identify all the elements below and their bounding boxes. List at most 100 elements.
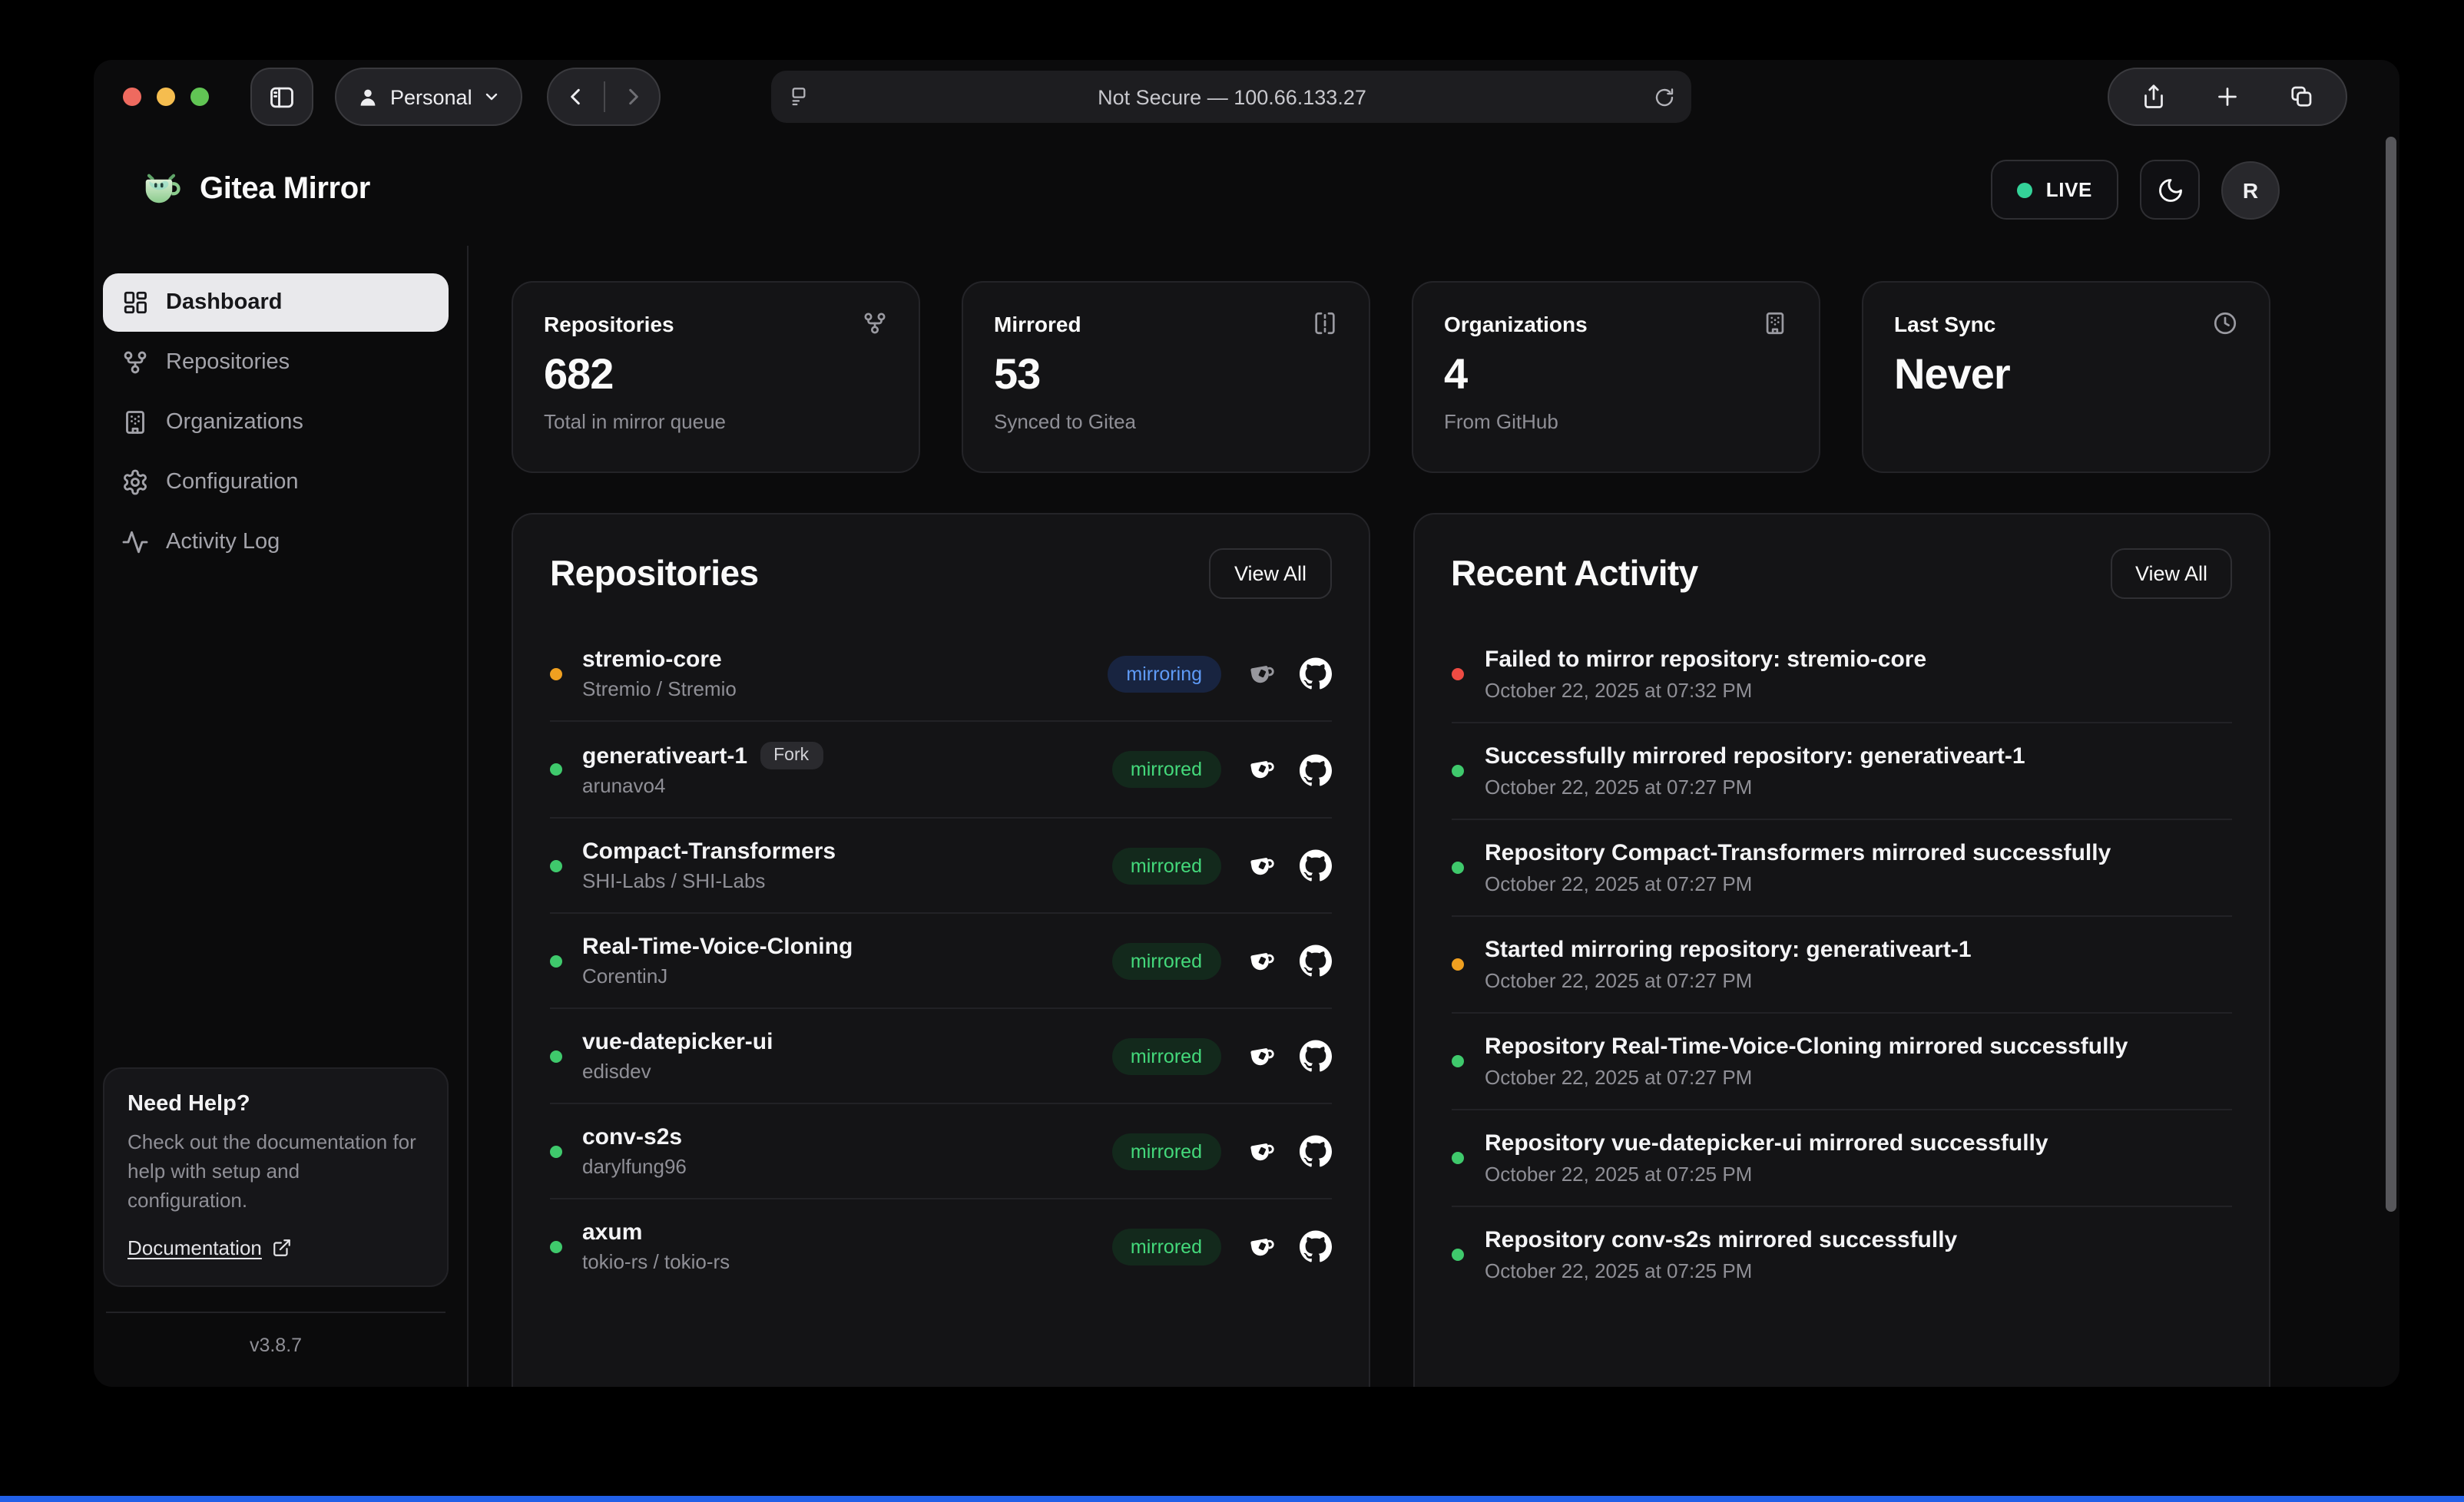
github-icon[interactable] [1299,1040,1331,1072]
minimize-window-button[interactable] [157,88,175,106]
git-fork-icon [862,310,888,336]
status-dot [1451,1055,1463,1067]
repo-row[interactable]: conv-s2s darylfung96 mirrored [550,1103,1331,1198]
github-icon[interactable] [1299,945,1331,977]
github-icon[interactable] [1299,1135,1331,1167]
activity-item[interactable]: Repository conv-s2s mirrored successfull… [1451,1206,2232,1302]
page-scrollbar[interactable] [2386,137,2396,1375]
repo-row[interactable]: Compact-Transformers SHI-Labs / SHI-Labs… [550,817,1331,912]
avatar-initial: R [2242,177,2259,202]
close-window-button[interactable] [123,88,141,106]
share-button[interactable] [2140,83,2168,111]
new-tab-button[interactable] [2214,83,2241,111]
activity-timestamp: October 22, 2025 at 07:25 PM [1485,1259,1753,1282]
activity-item[interactable]: Successfully mirrored repository: genera… [1451,722,2232,819]
repo-row[interactable]: axum tokio-rs / tokio-rs mirrored [550,1198,1331,1293]
live-status-button[interactable]: LIVE [1990,160,2118,220]
repo-name: vue-datepicker-ui [582,1029,773,1055]
view-all-activity-button[interactable]: View All [2110,548,2232,599]
sidebar-item-organizations[interactable]: Organizations [103,393,449,452]
sidebar-item-activity-log[interactable]: Activity Log [103,513,449,571]
browser-sidebar-toggle-button[interactable] [250,68,313,126]
repo-owner: SHI-Labs / SHI-Labs [582,869,766,892]
scrollbar-thumb[interactable] [2386,137,2396,1212]
activity-item[interactable]: Repository vue-datepicker-ui mirrored su… [1451,1109,2232,1206]
activity-timestamp: October 22, 2025 at 07:27 PM [1485,872,1753,895]
activity-text: Successfully mirrored repository: genera… [1485,743,2025,769]
activity-timestamp: October 22, 2025 at 07:27 PM [1485,1066,1753,1089]
page-settings-icon[interactable] [787,84,811,109]
back-button[interactable] [549,69,604,124]
nav-buttons [547,68,661,126]
theme-toggle-button[interactable] [2140,160,2200,220]
moon-icon [2156,176,2184,203]
activity-text: Repository Compact-Transformers mirrored… [1485,840,2111,866]
tab-overview-button[interactable] [2287,83,2315,111]
activity-timestamp: October 22, 2025 at 07:32 PM [1485,679,1753,702]
sidebar-item-label: Repositories [166,350,290,375]
activity-item[interactable]: Failed to mirror repository: stremio-cor… [1451,627,2232,722]
stat-card-organizations: Organizations 4 From GitHub [1412,281,1820,473]
fork-badge: Fork [760,742,823,769]
repo-name: stremio-core [582,647,722,673]
github-icon[interactable] [1299,753,1331,786]
github-icon[interactable] [1299,1230,1331,1262]
github-icon[interactable] [1299,849,1331,882]
repo-name: axum [582,1219,643,1246]
stat-card-repositories: Repositories 682 Total in mirror queue [512,281,920,473]
sidebar-item-repositories[interactable]: Repositories [103,333,449,392]
page-title: Gitea Mirror [200,172,370,206]
address-bar[interactable]: Not Secure — 100.66.133.27 [771,71,1691,123]
repo-owner: CorentinJ [582,964,668,988]
status-dot [550,954,562,967]
forward-button[interactable] [605,69,660,124]
gitea-icon[interactable] [1247,945,1277,976]
sidebar-item-dashboard[interactable]: Dashboard [103,273,449,332]
activity-item[interactable]: Started mirroring repository: generative… [1451,915,2232,1012]
status-dot [1451,1152,1463,1164]
activity-text: Repository conv-s2s mirrored successfull… [1485,1227,1958,1253]
activity-item[interactable]: Repository Compact-Transformers mirrored… [1451,819,2232,915]
documentation-link-label: Documentation [128,1236,262,1259]
stat-value: 682 [544,350,614,398]
gitea-icon[interactable] [1247,1231,1277,1262]
repo-owner: Stremio / Stremio [582,677,737,700]
repo-row[interactable]: generativeart-1 Fork arunavo4 mirrored [550,720,1331,817]
zoom-window-button[interactable] [190,88,209,106]
main-content: Repositories 682 Total in mirror queue [470,246,2399,1387]
status-dot [1451,765,1463,777]
repo-row[interactable]: stremio-core Stremio / Stremio mirroring [550,627,1331,720]
activity-icon [121,528,149,556]
gitea-icon[interactable] [1247,1040,1277,1071]
repo-row[interactable]: vue-datepicker-ui edisdev mirrored [550,1007,1331,1103]
profile-menu-button[interactable]: Personal [335,68,523,126]
activity-timestamp: October 22, 2025 at 07:25 PM [1485,1163,1753,1186]
activity-item[interactable]: Repository Real-Time-Voice-Cloning mirro… [1451,1012,2232,1109]
user-avatar[interactable]: R [2221,160,2280,219]
status-badge: mirrored [1111,942,1220,979]
status-dot [550,859,562,872]
activity-text: Failed to mirror repository: stremio-cor… [1485,647,1927,673]
repo-owner: darylfung96 [582,1155,687,1178]
help-card: Need Help? Check out the documentation f… [103,1067,449,1287]
gitea-icon[interactable] [1247,658,1277,689]
activity-timestamp: October 22, 2025 at 07:27 PM [1485,969,1753,992]
gitea-icon[interactable] [1247,1136,1277,1166]
status-dot [550,1240,562,1252]
repo-row[interactable]: Real-Time-Voice-Cloning CorentinJ mirror… [550,912,1331,1007]
view-all-repositories-button[interactable]: View All [1209,548,1331,599]
github-icon[interactable] [1299,657,1331,690]
repo-name: conv-s2s [582,1124,683,1150]
gitea-icon[interactable] [1247,850,1277,881]
sidebar-toggle-icon [267,82,296,111]
gitea-icon[interactable] [1247,754,1277,785]
sidebar-item-configuration[interactable]: Configuration [103,453,449,511]
help-body: Check out the documentation for help wit… [128,1130,416,1213]
sidebar: Dashboard Repositories O [94,246,469,1387]
status-badge: mirroring [1108,655,1220,692]
documentation-link[interactable]: Documentation [128,1236,424,1259]
help-title: Need Help? [128,1092,250,1117]
status-dot [1451,958,1463,971]
reload-icon[interactable] [1653,85,1676,108]
status-badge: mirrored [1111,1228,1220,1265]
